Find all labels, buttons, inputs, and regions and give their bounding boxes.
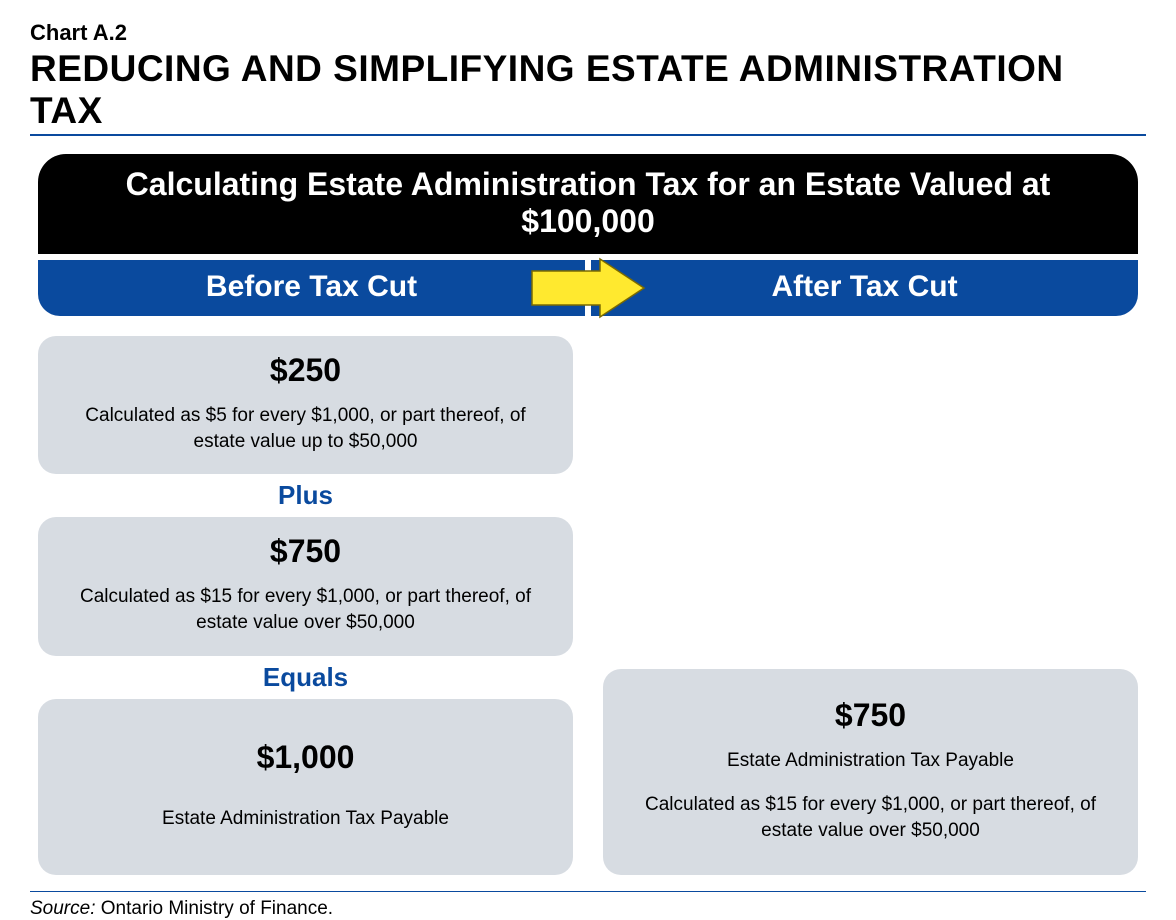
- source-line: Source: Ontario Ministry of Finance.: [30, 898, 1146, 920]
- after-result-desc2: Calculated as $15 for every $1,000, or p…: [627, 792, 1114, 843]
- before-header: Before Tax Cut: [38, 260, 585, 316]
- infographic-body: Calculating Estate Administration Tax fo…: [30, 154, 1146, 875]
- before-column: $250 Calculated as $5 for every $1,000, …: [38, 336, 573, 875]
- after-result-box: $750 Estate Administration Tax Payable C…: [603, 669, 1138, 875]
- calculation-banner: Calculating Estate Administration Tax fo…: [38, 154, 1138, 254]
- source-divider: [30, 891, 1146, 892]
- before-step1-box: $250 Calculated as $5 for every $1,000, …: [38, 336, 573, 474]
- before-result-amount: $1,000: [62, 739, 549, 776]
- comparison-header: Before Tax Cut After Tax Cut: [38, 260, 1138, 316]
- connector-plus: Plus: [38, 480, 573, 511]
- chart-title: REDUCING AND SIMPLIFYING ESTATE ADMINIST…: [30, 48, 1146, 136]
- before-result-box: $1,000 Estate Administration Tax Payable: [38, 699, 573, 876]
- before-step1-desc: Calculated as $5 for every $1,000, or pa…: [62, 403, 549, 454]
- after-column: $750 Estate Administration Tax Payable C…: [603, 336, 1138, 875]
- before-step2-desc: Calculated as $15 for every $1,000, or p…: [62, 584, 549, 635]
- source-label: Source:: [30, 898, 95, 919]
- after-result-amount: $750: [627, 697, 1114, 734]
- connector-equals: Equals: [38, 662, 573, 693]
- before-result-desc: Estate Administration Tax Payable: [62, 806, 549, 832]
- chart-number: Chart A.2: [30, 20, 1146, 46]
- before-step1-amount: $250: [62, 352, 549, 389]
- after-header: After Tax Cut: [591, 260, 1138, 316]
- source-text: Ontario Ministry of Finance.: [95, 898, 333, 919]
- after-result-desc1: Estate Administration Tax Payable: [627, 748, 1114, 774]
- comparison-columns: $250 Calculated as $5 for every $1,000, …: [38, 336, 1138, 875]
- before-step2-box: $750 Calculated as $15 for every $1,000,…: [38, 517, 573, 655]
- before-step2-amount: $750: [62, 533, 549, 570]
